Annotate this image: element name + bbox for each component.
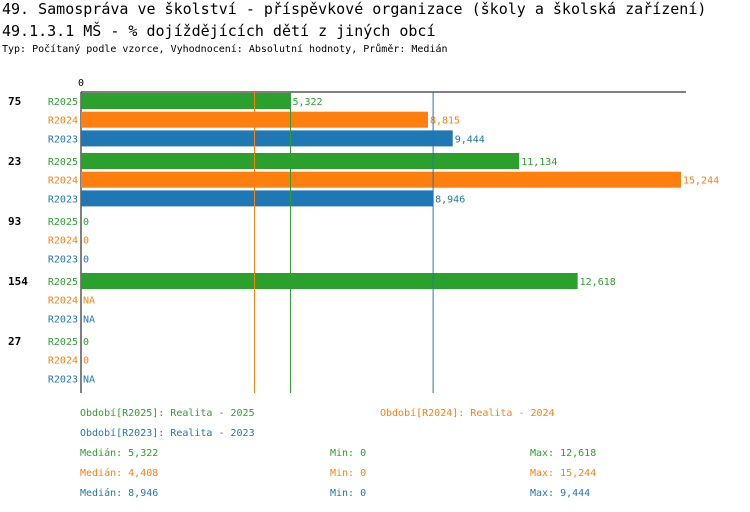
bar-23-R2023 xyxy=(81,190,434,207)
value-label-23-R2023: 8,946 xyxy=(435,194,465,205)
value-label-27-R2023: NA xyxy=(83,374,95,385)
category-label-75: 75 xyxy=(8,95,21,108)
value-label-23-R2024: 15,244 xyxy=(683,176,719,187)
bar-chart: 0 75 R2025 5,322 R2024 8,815 R2023 9,444 23 R2025… xyxy=(8,78,719,393)
stat-max-r2024: Max: 15,244 xyxy=(530,468,597,479)
stat-min-r2025: Min: 0 xyxy=(330,448,367,459)
bar-23-R2025 xyxy=(81,153,520,169)
x-tick-label-0: 0 xyxy=(78,78,84,89)
value-label-75-R2025: 5,322 xyxy=(292,97,322,108)
legend-r2024: Období[R2024]: Realita - 2024 xyxy=(380,408,555,419)
stat-median-r2025: Medián: 5,322 xyxy=(80,448,159,459)
category-label-93: 93 xyxy=(8,215,21,228)
category-label-27: 27 xyxy=(8,335,21,348)
value-label-93-R2023: 0 xyxy=(83,254,89,265)
row-label-27-R2025: R2025 xyxy=(48,337,78,348)
row-label-27-R2023: R2023 xyxy=(48,374,78,385)
row-label-154-R2024: R2024 xyxy=(48,296,78,307)
chart-type-info: Typ: Počítaný podle vzorce, Vyhodnocení:… xyxy=(2,44,448,55)
value-label-154-R2025: 12,618 xyxy=(580,277,616,288)
category-label-154: 154 xyxy=(8,275,28,288)
row-label-93-R2024: R2024 xyxy=(48,236,78,247)
bar-154-R2025 xyxy=(81,273,578,289)
legend-r2025: Období[R2025]: Realita - 2025 xyxy=(80,408,255,419)
stat-min-r2023: Min: 0 xyxy=(330,488,367,499)
row-label-27-R2024: R2024 xyxy=(48,356,78,367)
value-label-75-R2023: 9,444 xyxy=(455,134,485,145)
row-label-75-R2024: R2024 xyxy=(48,116,78,127)
row-label-154-R2025: R2025 xyxy=(48,277,78,288)
value-label-154-R2024: NA xyxy=(83,296,95,307)
bar-75-R2025 xyxy=(81,93,291,109)
row-label-23-R2025: R2025 xyxy=(48,157,78,168)
row-label-154-R2023: R2023 xyxy=(48,314,78,325)
stat-max-r2025: Max: 12,618 xyxy=(530,448,597,459)
category-label-23: 23 xyxy=(8,155,21,168)
bar-75-R2023 xyxy=(81,130,453,147)
row-label-23-R2024: R2024 xyxy=(48,176,78,187)
legend-r2023: Období[R2023]: Realita - 2023 xyxy=(80,428,255,439)
stat-median-r2023: Medián: 8,946 xyxy=(80,488,159,499)
row-label-75-R2023: R2023 xyxy=(48,134,78,145)
bar-23-R2024 xyxy=(81,171,681,188)
value-label-93-R2024: 0 xyxy=(83,236,89,247)
row-label-93-R2023: R2023 xyxy=(48,254,78,265)
value-label-27-R2025: 0 xyxy=(83,337,89,348)
chart-title: 49. Samospráva ve školství - příspěvkové… xyxy=(2,0,707,18)
chart-subtitle-indicator: 49.1.3.1 MŠ - % dojíždějících dětí z jin… xyxy=(2,22,436,40)
stat-max-r2023: Max: 9,444 xyxy=(530,488,591,499)
row-label-75-R2025: R2025 xyxy=(48,97,78,108)
value-label-27-R2024: 0 xyxy=(83,356,89,367)
value-label-93-R2025: 0 xyxy=(83,217,89,228)
value-label-23-R2025: 11,134 xyxy=(521,157,557,168)
row-label-93-R2025: R2025 xyxy=(48,217,78,228)
stat-min-r2024: Min: 0 xyxy=(330,468,367,479)
value-label-75-R2024: 8,815 xyxy=(430,116,460,127)
value-label-154-R2023: NA xyxy=(83,314,95,325)
row-label-23-R2023: R2023 xyxy=(48,194,78,205)
stat-median-r2024: Medián: 4,408 xyxy=(80,468,159,479)
